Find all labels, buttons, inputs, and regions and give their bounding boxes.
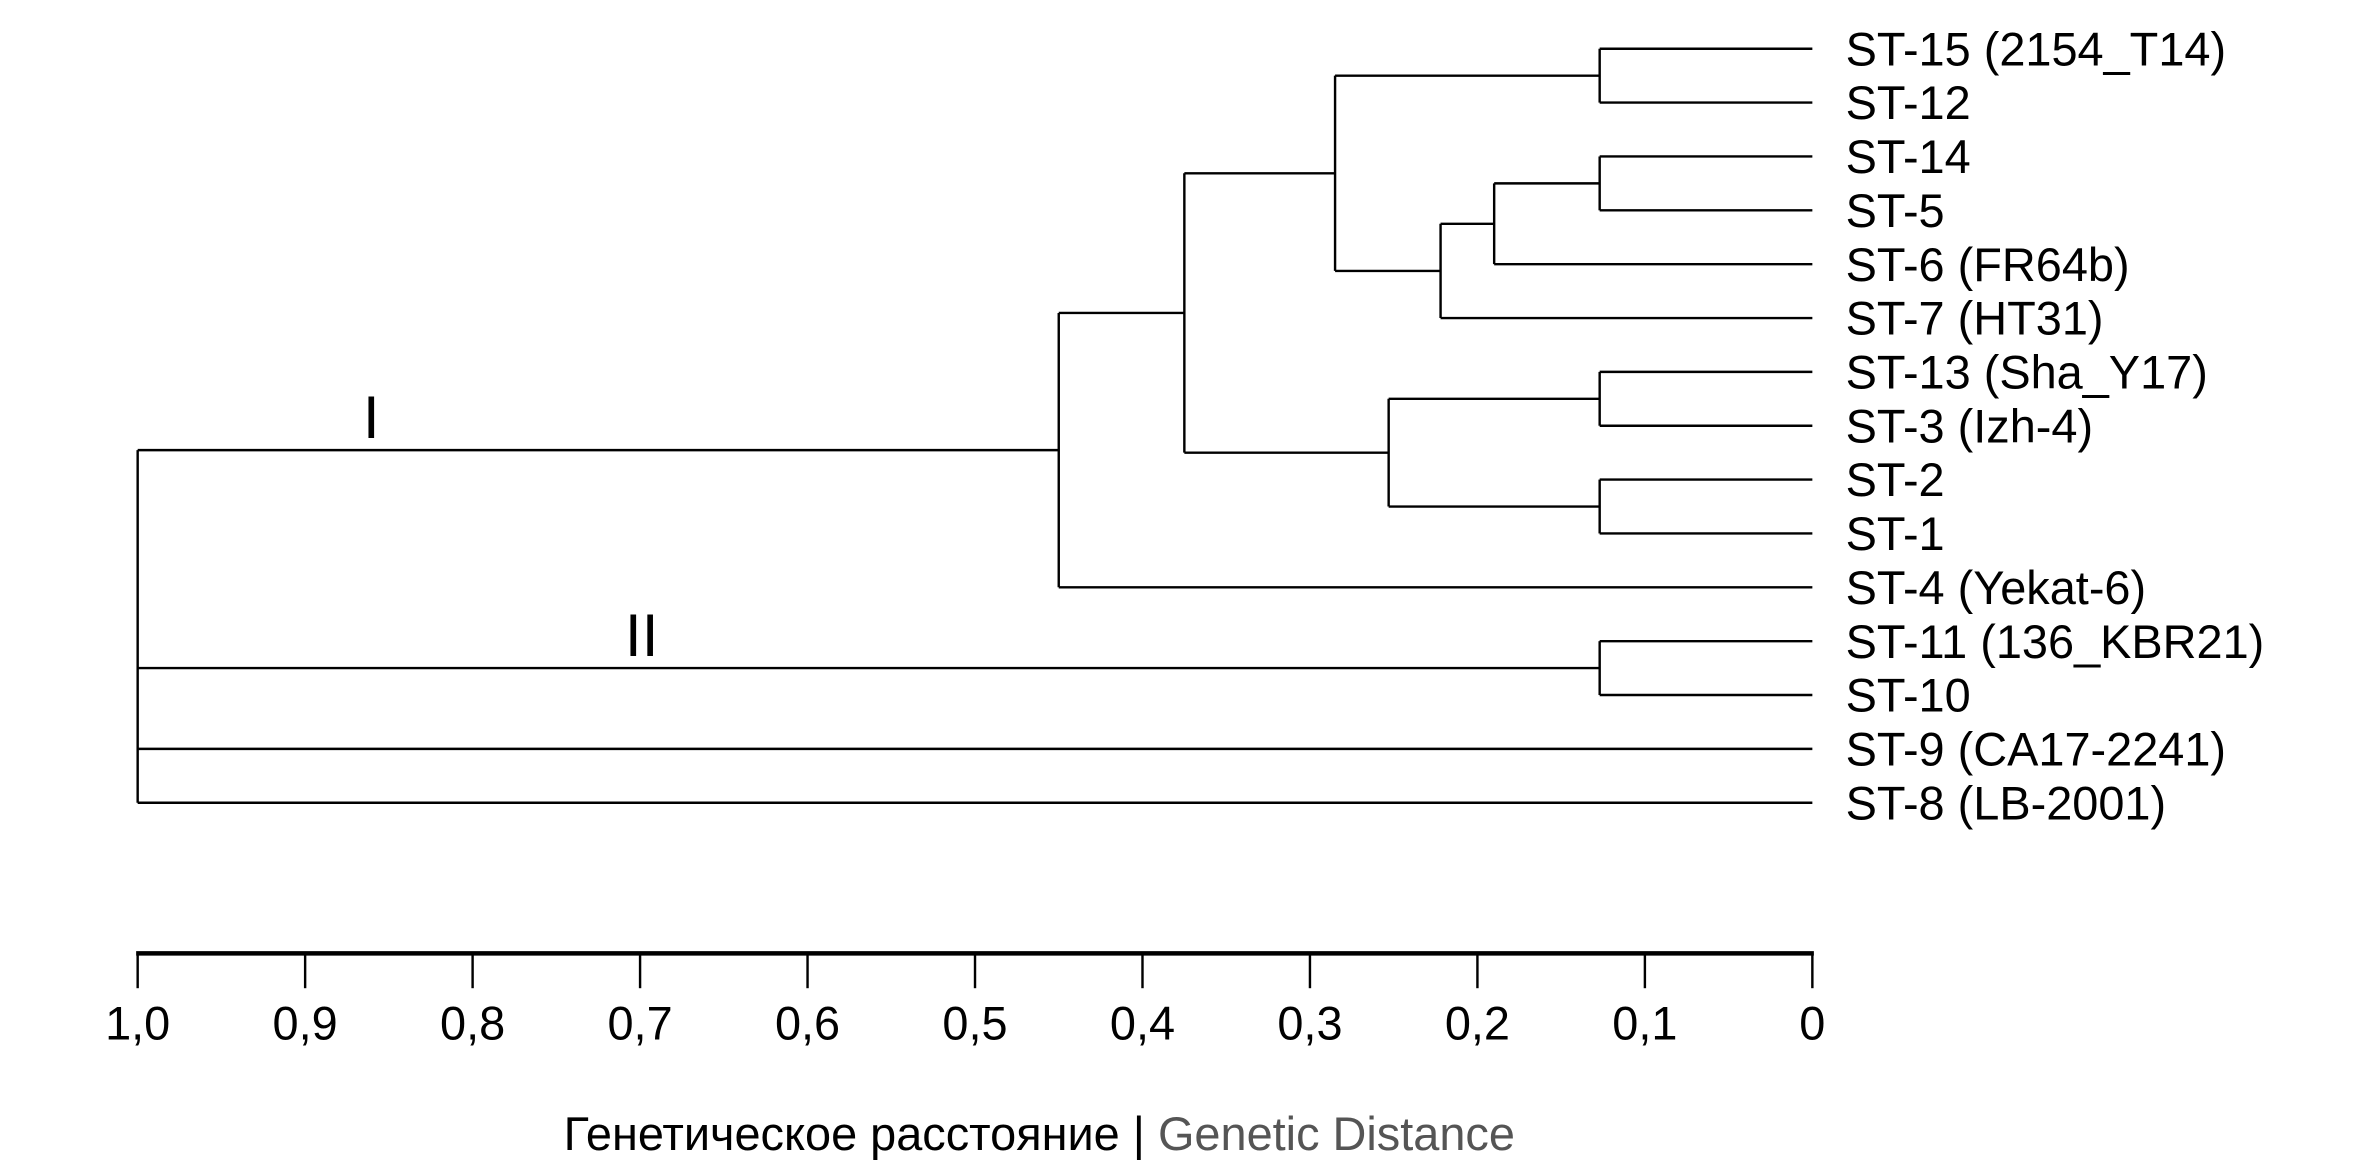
axis-tick-label: 0,2: [1445, 998, 1510, 1050]
axis-tick-label: 0,6: [775, 998, 840, 1050]
axis-tick-label: 0,4: [1110, 998, 1175, 1050]
leaf-label: ST-11 (136_KBR21): [1846, 616, 2265, 668]
leaf-label: ST-1: [1846, 508, 1945, 560]
branches: [136, 47, 1813, 804]
leaf-label: ST-2: [1846, 454, 1945, 506]
cluster-label: II: [625, 601, 659, 669]
axis-tick-label: 1,0: [105, 998, 170, 1050]
leaf-label: ST-4 (Yekat-6): [1846, 562, 2146, 614]
axis-tick-label: 0,9: [273, 998, 338, 1050]
axis-tick-label: 0,3: [1277, 998, 1342, 1050]
leaf-label: ST-10: [1846, 670, 1971, 722]
leaf-label: ST-13 (Sha_Y17): [1846, 347, 2208, 399]
cluster-label: I: [363, 383, 380, 451]
leaf-label: ST-9 (CA17-2241): [1846, 724, 2226, 776]
leaf-label: ST-15 (2154_T14): [1846, 23, 2226, 75]
axis-tick-label: 0: [1799, 998, 1825, 1050]
axis-tick-label: 0,8: [440, 998, 505, 1050]
x-axis-title-ru: Генетическое расстояние: [564, 1108, 1120, 1160]
x-axis-title-separator: |: [1133, 1108, 1145, 1160]
x-axis-title: Генетическое расстояние | Genetic Distan…: [564, 1108, 1515, 1160]
axis-tick-label: 0,7: [607, 998, 672, 1050]
leaf-label: ST-12: [1846, 77, 1971, 129]
leaf-label: ST-3 (Izh-4): [1846, 400, 2093, 452]
leaf-label: ST-14: [1846, 131, 1971, 183]
leaf-label: ST-5: [1846, 185, 1945, 237]
x-axis-title-en: Genetic Distance: [1158, 1108, 1515, 1160]
leaf-label: ST-8 (LB-2001): [1846, 777, 2166, 829]
axis-tick-label: 0,1: [1612, 998, 1677, 1050]
x-axis: 1,0 0,9 0,8 0,7 0,6 0,5 0,4 0,3 0,2 0,1 0: [105, 951, 1825, 1050]
cluster-labels: III: [363, 383, 659, 669]
leaf-label: ST-7 (HT31): [1846, 293, 2104, 345]
leaf-label: ST-6 (FR64b): [1846, 239, 2130, 291]
axis-tick-label: 0,5: [942, 998, 1007, 1050]
